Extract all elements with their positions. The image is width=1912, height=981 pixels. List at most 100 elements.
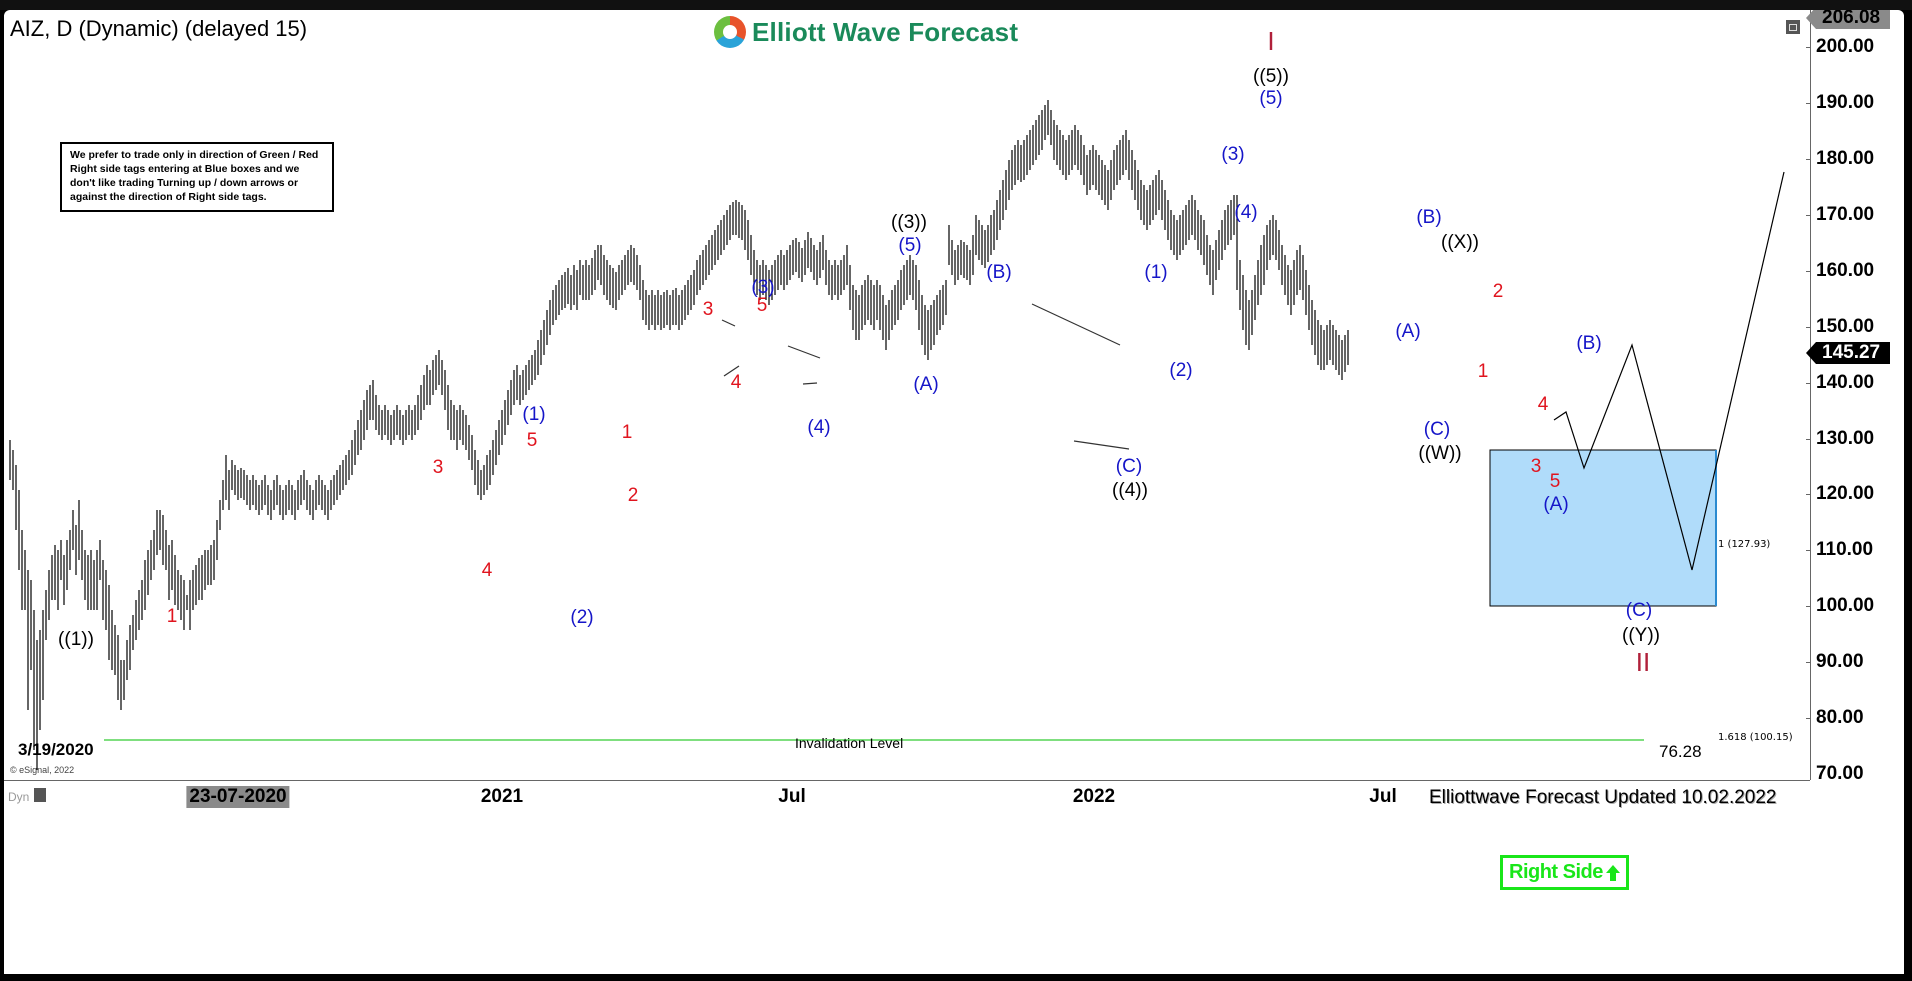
time-label: 2021 [480, 786, 524, 807]
svg-text:2: 2 [628, 485, 639, 506]
svg-text:(1): (1) [522, 404, 545, 425]
brand-logo: Elliott Wave Forecast [708, 12, 1030, 52]
svg-text:1: 1 [1478, 361, 1489, 382]
price-axis[interactable] [1810, 10, 1904, 780]
svg-text:((W)): ((W)) [1418, 443, 1461, 464]
svg-text:(2): (2) [570, 607, 593, 628]
svg-text:(C): (C) [1626, 600, 1652, 621]
svg-text:((1)): ((1)) [58, 629, 94, 650]
tick-mark [1806, 159, 1811, 160]
tick-mark [1806, 383, 1811, 384]
svg-text:1: 1 [622, 422, 633, 443]
right-side-label: Right Side [1509, 861, 1603, 883]
svg-text:(B): (B) [1576, 333, 1601, 354]
tick-mark [1806, 662, 1811, 663]
window-top-bar [0, 0, 1912, 10]
wave-labels: ((1)) ((2)) 1 2 3 4 (1) 5 (2) 1 2 3 4 (3… [58, 26, 1660, 780]
trading-note-box: We prefer to trade only in direction of … [60, 142, 334, 212]
tick-mark [1806, 550, 1811, 551]
high-price-tag: 206.08 [1805, 10, 1891, 29]
svg-text:(5): (5) [1259, 88, 1282, 109]
svg-text:((X)): ((X)) [1441, 232, 1479, 253]
dyn-label: Dyn [8, 790, 30, 804]
svg-text:(4): (4) [807, 417, 830, 438]
svg-text:(1): (1) [1144, 262, 1167, 283]
svg-text:2: 2 [215, 779, 226, 780]
invalidation-start-date: 3/19/2020 [18, 740, 94, 759]
price-tick: 140.00 [1816, 372, 1875, 393]
svg-text:((4)): ((4)) [1112, 480, 1148, 501]
fib-bottom-label: 1.618 (100.15) [1718, 732, 1793, 743]
svg-text:(A): (A) [1543, 494, 1568, 515]
price-tick: 100.00 [1816, 595, 1875, 616]
restore-window-icon[interactable] [1786, 20, 1800, 34]
svg-text:(3): (3) [1221, 144, 1244, 165]
pattern-lines [721, 303, 1130, 450]
svg-text:3: 3 [433, 457, 444, 478]
svg-text:(5): (5) [898, 235, 921, 256]
updated-footer: Elliottwave Forecast Updated 10.02.2022 [1429, 787, 1777, 808]
logo-text: Elliott Wave Forecast [752, 16, 1019, 47]
svg-text:(A): (A) [1395, 321, 1420, 342]
time-axis[interactable] [4, 780, 1810, 781]
svg-text:((Y)): ((Y)) [1622, 625, 1660, 646]
tick-mark [1806, 327, 1811, 328]
copyright: © eSignal, 2022 [10, 765, 75, 775]
price-tick: 90.00 [1816, 651, 1864, 672]
symbol-title: AIZ, D (Dynamic) (delayed 15) [10, 16, 308, 41]
invalidation-level-label: Invalidation Level [795, 735, 904, 751]
svg-text:I: I [1267, 26, 1274, 56]
svg-text:(4): (4) [1234, 202, 1257, 223]
time-label: Jul [1369, 786, 1397, 807]
svg-text:(3): (3) [751, 277, 774, 298]
lock-icon[interactable] [34, 788, 46, 802]
price-tick: 70.00 [1816, 763, 1864, 784]
tick-mark [1806, 215, 1811, 216]
time-label: Jul [778, 786, 806, 807]
svg-text:(2): (2) [1169, 360, 1192, 381]
arrow-up-icon [1605, 864, 1620, 881]
tick-mark [1806, 494, 1811, 495]
price-tick: 200.00 [1816, 36, 1875, 57]
right-side-tag: Right Side [1500, 855, 1629, 890]
price-tick: 150.00 [1816, 316, 1875, 337]
time-label: 2022 [1072, 786, 1116, 807]
svg-text:3: 3 [1531, 456, 1542, 477]
svg-text:((3)): ((3)) [891, 212, 927, 233]
price-bars [9, 100, 1349, 770]
projection-path [1553, 171, 1785, 571]
time-label-cursor: 23-07-2020 [186, 786, 290, 808]
price-tick: 180.00 [1816, 148, 1875, 169]
blue-target-box [1489, 449, 1717, 607]
svg-text:1: 1 [167, 606, 178, 627]
chart-window: AIZ, D (Dynamic) (delayed 15) Elliott Wa… [4, 10, 1904, 974]
tick-mark [1806, 606, 1811, 607]
svg-text:((5)): ((5)) [1253, 66, 1289, 87]
svg-text:5: 5 [1550, 471, 1561, 492]
fib-top-label: 1 (127.93) [1718, 539, 1770, 550]
svg-text:4: 4 [482, 560, 493, 581]
tick-mark [1806, 439, 1811, 440]
logo-swirl-icon [714, 16, 746, 48]
svg-text:4: 4 [1538, 394, 1549, 415]
svg-text:(A): (A) [913, 374, 938, 395]
tick-mark [1806, 718, 1811, 719]
svg-text:(B): (B) [1416, 207, 1441, 228]
price-tick: 110.00 [1816, 539, 1874, 560]
price-tick: 170.00 [1816, 204, 1875, 225]
price-tick: 130.00 [1816, 428, 1875, 449]
tick-mark [1806, 47, 1811, 48]
svg-text:2: 2 [1493, 281, 1504, 302]
svg-text:3: 3 [703, 299, 714, 320]
tick-mark [1806, 103, 1811, 104]
price-chart-canvas[interactable]: ((1)) ((2)) 1 2 3 4 (1) 5 (2) 1 2 3 4 (3… [4, 10, 1904, 780]
tick-mark [1806, 271, 1811, 272]
svg-text:(C): (C) [1424, 419, 1450, 440]
svg-text:II: II [1636, 647, 1650, 677]
svg-text:4: 4 [731, 372, 742, 393]
price-tick: 160.00 [1816, 260, 1875, 281]
svg-text:5: 5 [527, 430, 538, 451]
svg-text:5: 5 [757, 295, 768, 316]
price-tick: 190.00 [1816, 92, 1875, 113]
price-tick: 120.00 [1816, 483, 1875, 504]
